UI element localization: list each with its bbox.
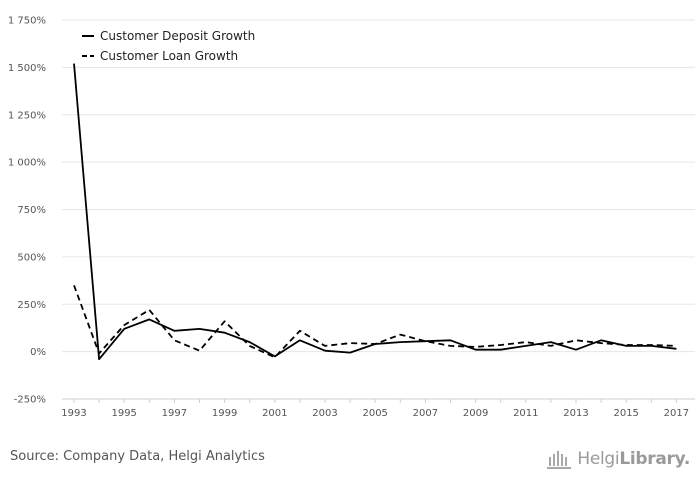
y-tick-label: 1 500% [8,63,46,74]
y-tick-label: 250% [17,300,46,311]
y-tick-label: 1 000% [8,158,46,169]
y-axis-ticks: -250% 0% 250% 500% 750% 1 000% 1 250% 1 500% 1 7… [8,16,46,406]
x-axis-ticks: 1993 1995 1997 1999 2001 2003 2005 2007 2009 2011… [61,399,689,419]
y-tick-label: 500% [17,252,46,263]
x-tick-label: 2003 [312,408,337,419]
y-tick-label: -250% [14,395,46,406]
legend: Customer Deposit Growth Customer Loan Gr… [82,29,255,63]
x-tick-label: 1993 [61,408,86,419]
line-chart: -250% 0% 250% 500% 750% 1 000% 1 250% 1 500% 1 7… [8,16,695,419]
brand-name-part1: Helgi [577,449,620,469]
library-building-icon [547,451,572,469]
x-tick-label: 2001 [262,408,287,419]
brand-name-part2: Library. [619,449,690,469]
helgi-library-logo: HelgiLibrary. [546,446,690,472]
y-tick-label: 750% [17,205,46,216]
y-tick-label: 1 250% [8,110,46,121]
x-tick-label: 1999 [212,408,237,419]
legend-label-deposit: Customer Deposit Growth [100,29,255,43]
source-caption: Source: Company Data, Helgi Analytics [10,449,265,464]
x-tick-label: 2015 [613,408,638,419]
series-line-deposit-growth [73,63,677,361]
x-tick-label: 2007 [413,408,438,419]
x-tick-label: 1997 [162,408,187,419]
x-tick-label: 2011 [513,408,538,419]
x-tick-label: 1995 [111,408,136,419]
x-tick-label: 2005 [362,408,387,419]
y-tick-label: 0% [30,347,46,358]
series-lines [73,63,677,361]
y-tick-label: 1 750% [8,16,46,27]
grid-lines [62,19,695,400]
x-tick-label: 2009 [463,408,488,419]
x-tick-label: 2013 [563,408,588,419]
legend-label-loan: Customer Loan Growth [100,49,238,63]
series-line-loan-growth [73,284,677,359]
x-tick-label: 2017 [664,408,689,419]
